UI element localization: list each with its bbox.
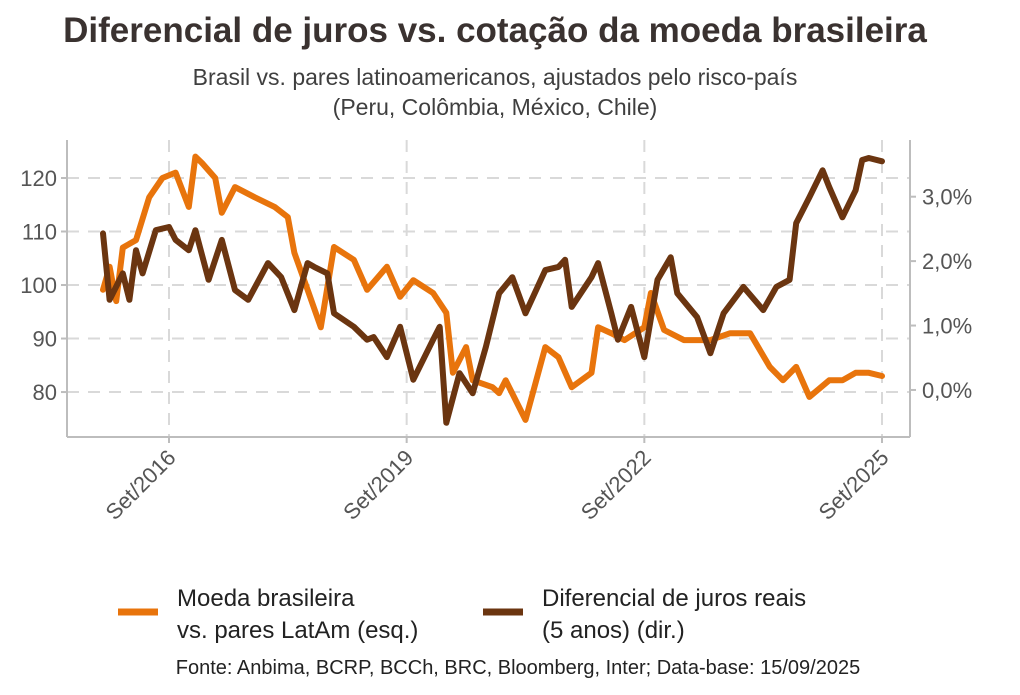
left-axis-tick-label: 80 bbox=[33, 380, 57, 405]
series-line-moeda-brasileira bbox=[100, 153, 885, 423]
legend-label-diferencial-line1: Diferencial de juros reais bbox=[542, 585, 806, 612]
x-axis-tick-label: Set/2016 bbox=[101, 445, 181, 525]
legend-label-moeda-line1: Moeda brasileira bbox=[177, 585, 355, 612]
legend-label-diferencial-line2: (5 anos) (dir.) bbox=[542, 617, 685, 644]
source-note: Fonte: Anbima, BCRP, BCCh, BRC, Bloomber… bbox=[176, 657, 860, 679]
x-axis-tick-label: Set/2025 bbox=[814, 445, 894, 525]
x-axis-tick-label: Set/2022 bbox=[576, 445, 656, 525]
x-axis-tick-label: Set/2019 bbox=[338, 445, 418, 525]
right-axis-tick-label: 1,0% bbox=[922, 314, 972, 339]
right-axis-tick-label: 0,0% bbox=[922, 378, 972, 403]
left-axis-tick-label: 100 bbox=[20, 273, 57, 298]
tick-labels: 80 90 100 110 120 0,0% 1,0% 2,0% 3,0% Set/2016 Set… bbox=[20, 166, 972, 525]
series-line-diferencial-juros bbox=[100, 155, 885, 426]
right-axis-tick-label: 3,0% bbox=[922, 185, 972, 210]
left-axis-tick-label: 120 bbox=[20, 166, 57, 191]
chart-subtitle-line2: (Peru, Colômbia, México, Chile) bbox=[333, 94, 658, 120]
left-axis-tick-label: 110 bbox=[22, 220, 57, 245]
left-axis-tick-label: 90 bbox=[33, 327, 57, 352]
right-axis-tick-label: 2,0% bbox=[922, 249, 972, 274]
series-group bbox=[100, 153, 885, 426]
chart-subtitle-line1: Brasil vs. pares latinoamericanos, ajust… bbox=[193, 64, 798, 90]
legend-label-moeda-line2: vs. pares LatAm (esq.) bbox=[177, 617, 418, 644]
axes bbox=[66, 140, 911, 438]
legend: Moeda brasileira vs. pares LatAm (esq.) … bbox=[118, 585, 806, 644]
chart-title: Diferencial de juros vs. cotação da moed… bbox=[63, 11, 927, 50]
